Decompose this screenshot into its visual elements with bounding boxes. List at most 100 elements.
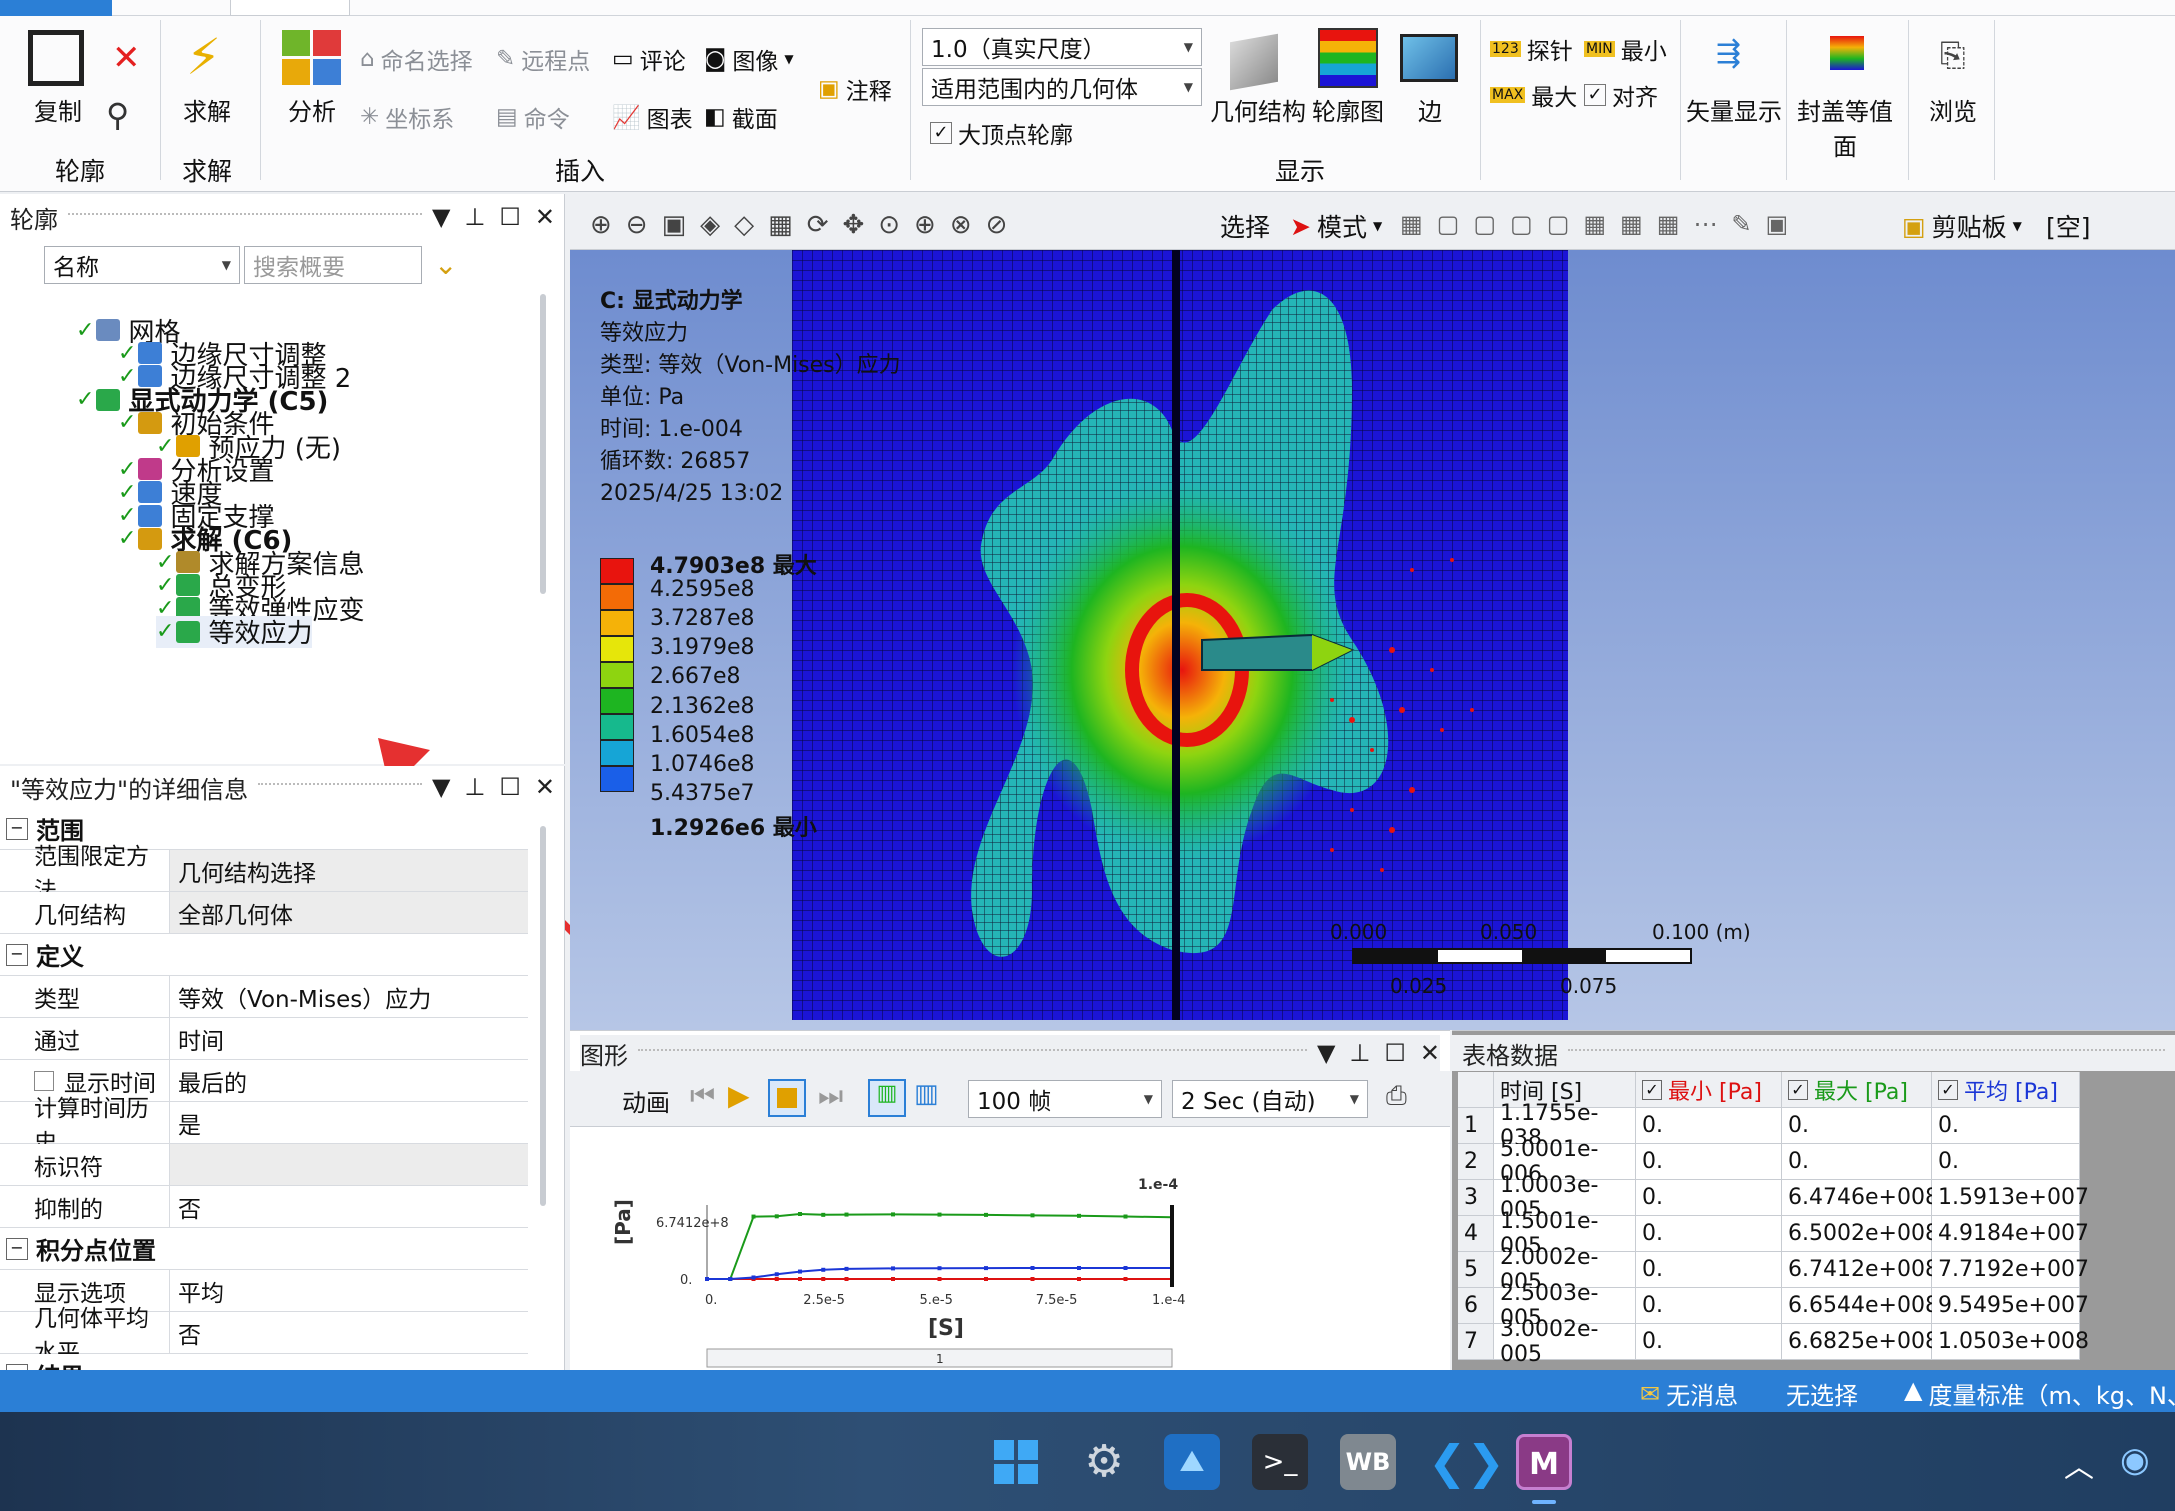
file-tab[interactable] — [0, 0, 112, 16]
collapse-icon[interactable]: − — [6, 1237, 28, 1260]
tree-item[interactable]: ✓ 总变形 — [156, 569, 286, 603]
maximize-icon[interactable]: ☐ — [499, 203, 521, 231]
close-icon[interactable]: ✕ — [534, 203, 555, 231]
table-header-cell[interactable]: 时间 [S] — [1494, 1072, 1636, 1108]
browse-button[interactable]: 浏览 — [1929, 98, 1977, 126]
details-row-suppressed[interactable]: 抑制的否 — [0, 1186, 528, 1228]
photos-app-icon[interactable]: ⛰ — [1164, 1434, 1220, 1490]
collapse-icon[interactable]: − — [6, 817, 28, 840]
pin-icon[interactable]: ▼ — [432, 203, 451, 231]
outline-scrollbar[interactable] — [540, 294, 546, 594]
graphics-viewport[interactable]: C: 显式动力学 等效应力 类型: 等效（Von-Mises）应力 单位: Pa… — [570, 250, 2175, 1030]
tab-results-active[interactable] — [230, 0, 350, 16]
analysis-button[interactable]: 分析 — [288, 98, 336, 126]
clipboard-button[interactable]: ▣ 剪贴板 ▼ — [1902, 211, 2022, 243]
tree-item[interactable]: ✓ 显式动力学 (C5) — [76, 384, 328, 417]
unit-system-status[interactable]: ▲度量标准（m、kg、N、s — [1904, 1376, 2175, 1410]
details-row-calc-history[interactable]: 计算时间历史是 — [0, 1096, 528, 1156]
outline-filter-combo[interactable]: 名称 ▼ — [44, 246, 240, 284]
comment-button[interactable]: ▭ 评论 — [612, 46, 686, 75]
workbench-icon[interactable]: WB — [1340, 1434, 1396, 1490]
details-row-body-average[interactable]: 几何体平均水平否 — [0, 1306, 528, 1366]
align-checkbox[interactable]: ✓ 对齐 — [1584, 78, 1658, 112]
details-row-by[interactable]: 通过 时间 — [0, 1018, 528, 1060]
table-row[interactable]: 6 2.5003e-005 0. 6.6544e+008 9.5495e+007 — [1458, 1281, 2089, 1331]
copy-button[interactable]: 复制 — [34, 98, 82, 126]
result-frames-icon[interactable]: ▥ — [914, 1079, 939, 1109]
scale-combo[interactable]: 1.0（真实尺度） ▼ — [922, 28, 1202, 66]
geometry-button[interactable]: 几何结构 — [1210, 98, 1306, 126]
big-vertex-outline-checkbox[interactable]: ✓ 大顶点轮廓 — [930, 116, 1073, 150]
checkbox-checked-icon[interactable]: ✓ — [1788, 1079, 1808, 1100]
settings-gear-icon[interactable]: ⚙ — [1084, 1436, 1124, 1487]
export-video-icon[interactable]: ⎙ — [1386, 1081, 1407, 1111]
details-section-definition[interactable]: − 定义 — [0, 934, 528, 976]
stop-button[interactable] — [768, 1079, 806, 1117]
table-row[interactable]: 5 2.0002e-005 0. 6.7412e+008 7.7192e+007 — [1458, 1245, 2089, 1295]
contour-button[interactable]: 轮廓图 — [1312, 98, 1384, 126]
max-button[interactable]: MAX 最大 — [1490, 85, 1578, 111]
named-selection-button[interactable]: ⌂ 命名选择 — [360, 46, 473, 75]
tree-item[interactable]: ✓ 边缘尺寸调整 2 — [118, 360, 351, 394]
details-section-scope[interactable]: − 范围 — [0, 808, 528, 850]
section-button[interactable]: ◧ 截面 — [704, 104, 778, 133]
details-section-result[interactable]: −结果 — [0, 1354, 528, 1370]
mode-button[interactable]: ➤ 模式 ▼ — [1290, 211, 1383, 243]
close-icon[interactable]: ✕ — [1419, 1039, 1440, 1067]
time-history-chart[interactable]: 6.7412e+8 0. 0. 2.5e-5 5.e-5 7.5e-5 1.e-4 1.e-4… — [570, 1127, 1450, 1371]
edge-button[interactable]: 边 — [1418, 98, 1442, 126]
image-button[interactable]: ◙ 图像 ▼ — [704, 46, 794, 75]
windows-start-icon[interactable] — [988, 1434, 1044, 1490]
play-icon[interactable]: ▶ — [728, 1079, 750, 1112]
checkbox-unchecked-icon[interactable] — [34, 1070, 54, 1091]
capped-iso-button[interactable]: 封盖等值面 — [1797, 98, 1893, 161]
details-row-scope-method[interactable]: 范围限定方法 几何结构选择 — [0, 844, 528, 904]
close-icon[interactable]: ✕ — [534, 773, 555, 801]
tree-item[interactable]: ✓ 固定支撑 — [118, 500, 274, 533]
tray-app-icon[interactable]: ◉ — [2120, 1440, 2150, 1480]
distributed-frames-icon[interactable]: ▥ — [868, 1079, 906, 1117]
table-row[interactable]: 7 3.0002e-005 0. 6.6825e+008 1.0503e+008 — [1458, 1317, 2089, 1367]
geom-scope-combo[interactable]: 适用范围内的几何体 ▼ — [922, 68, 1202, 106]
vector-display-button[interactable]: 矢量显示 — [1686, 98, 1782, 126]
table-row[interactable]: 2 5.0001e-006 0. 0. 0. — [1458, 1137, 2080, 1187]
pin-icon[interactable]: ⊥ — [464, 203, 486, 231]
filter-chevron-icon[interactable]: ⌄ — [434, 248, 458, 281]
table-header-cell[interactable]: ✓ 最大 [Pa] — [1782, 1072, 1932, 1108]
tree-item[interactable]: ✓ 分析设置 — [118, 453, 274, 487]
checkbox-checked-icon[interactable]: ✓ — [1938, 1079, 1958, 1100]
delete-icon[interactable]: ✕ — [112, 38, 141, 78]
table-header-cell[interactable] — [1458, 1072, 1494, 1108]
messages-status[interactable]: ✉ 无消息 — [1640, 1379, 1739, 1411]
command-button[interactable]: ▤ 命令 — [496, 104, 570, 133]
table-row[interactable]: 3 1.0003e-005 0. 6.4746e+008 1.5913e+007 — [1458, 1173, 2089, 1223]
mechanical-app-icon[interactable]: M — [1516, 1434, 1572, 1490]
chart-button[interactable]: 📈 图表 — [612, 104, 693, 134]
previous-frame-icon[interactable]: ⏮ — [690, 1079, 716, 1112]
terminal-icon[interactable]: >_ — [1252, 1434, 1308, 1490]
view-tools-icons[interactable]: ⊕⊖▣◈◇▦⟳✥⊙⊕⊗⊘ — [590, 210, 1022, 240]
details-row-display-time[interactable]: 显示时间 最后的 — [0, 1060, 528, 1102]
details-section-integration-point[interactable]: − 积分点位置 — [0, 1228, 528, 1270]
next-frame-icon[interactable]: ⏭ — [818, 1079, 844, 1112]
tray-chevron-icon[interactable]: ︿ — [2064, 1450, 2094, 1485]
pin-icon[interactable]: ⊥ — [464, 773, 486, 801]
details-row-display-option[interactable]: 显示选项 平均 — [0, 1270, 528, 1312]
vscode-icon[interactable]: ❮❯ — [1428, 1435, 1506, 1489]
min-button[interactable]: MIN 最小 — [1584, 39, 1667, 65]
dropdown-icon[interactable]: ▼ — [432, 773, 451, 801]
table-header-cell[interactable]: ✓ 平均 [Pa] — [1932, 1072, 2080, 1108]
coord-system-button[interactable]: ✳ 坐标系 — [360, 104, 455, 133]
details-row-identifier[interactable]: 标识符 — [0, 1144, 528, 1186]
table-header-cell[interactable]: ✓ 最小 [Pa] — [1636, 1072, 1782, 1108]
tree-item[interactable]: ✓ 边缘尺寸调整 — [118, 337, 326, 371]
collapse-icon[interactable]: − — [6, 1363, 28, 1370]
solve-button[interactable]: 求解 — [183, 98, 231, 126]
details-row-geometry[interactable]: 几何结构 全部几何体 — [0, 892, 528, 934]
select-button[interactable]: 选择 — [1220, 213, 1271, 242]
duration-combo[interactable]: 2 Sec (自动) ▼ — [1172, 1080, 1368, 1118]
selection-filter-icons[interactable]: ▦▢▢▢▢▦▦▦⋯✎▣ — [1400, 210, 1803, 238]
pin-icon[interactable]: ⊥ — [1349, 1039, 1371, 1067]
selection-status[interactable]: 无选择 — [1786, 1382, 1858, 1410]
tree-item[interactable]: ✓ 速度 — [118, 476, 222, 510]
